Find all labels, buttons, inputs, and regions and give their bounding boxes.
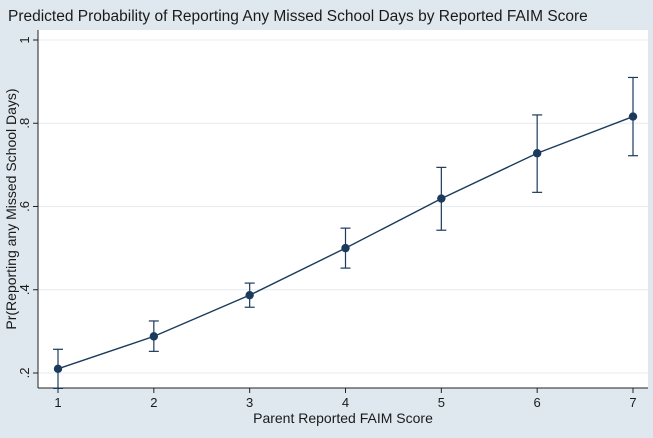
data-point <box>341 243 350 253</box>
data-point <box>437 194 446 203</box>
plot-area <box>38 30 648 388</box>
x-tick-label: 6 <box>534 395 541 410</box>
chart-title: Predicted Probability of Reporting Any M… <box>8 8 588 25</box>
y-tick-label: .6 <box>17 201 32 212</box>
x-tick-label: 1 <box>54 395 61 410</box>
x-tick-label: 5 <box>438 395 445 410</box>
data-point <box>245 290 254 300</box>
data-point <box>53 364 63 374</box>
data-point <box>149 332 159 341</box>
y-tick-label: 1 <box>17 36 32 43</box>
axes: .2 .4 .6 .8 1 1 2 3 4 5 6 7 <box>17 30 648 410</box>
data-point <box>628 112 638 121</box>
x-axis-label: Parent Reported FAIM Score <box>253 410 433 426</box>
x-tick-label: 2 <box>150 395 157 410</box>
x-tick-label: 3 <box>246 395 253 410</box>
series <box>53 76 638 390</box>
y-tick-label: .8 <box>17 118 32 129</box>
grid <box>38 39 648 374</box>
x-tick-label: 4 <box>342 395 349 410</box>
x-tick-label: 7 <box>629 395 636 410</box>
data-point <box>532 149 542 158</box>
y-tick-label: .4 <box>17 284 32 295</box>
y-axis-label: Pr(Reporting any Missed School Days) <box>3 88 19 329</box>
y-tick-label: .2 <box>17 368 32 379</box>
